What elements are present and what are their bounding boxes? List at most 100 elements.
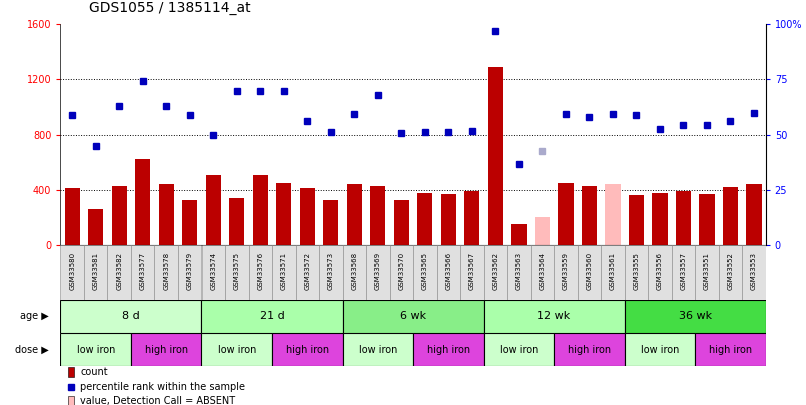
Bar [441, 194, 456, 245]
Text: low iron: low iron [641, 345, 679, 354]
Bar [366, 245, 389, 300]
Bar [559, 183, 574, 245]
Bar [107, 245, 131, 300]
Text: GSM33580: GSM33580 [69, 252, 75, 290]
Bar [413, 245, 437, 300]
Bar [159, 184, 174, 245]
Text: high iron: high iron [144, 345, 188, 354]
Bar [534, 217, 550, 245]
Bar [84, 245, 107, 300]
Bar [178, 245, 202, 300]
Bar [488, 67, 503, 245]
Bar [229, 198, 244, 245]
Bar [723, 187, 738, 245]
Text: 8 d: 8 d [122, 311, 140, 321]
Text: age ▶: age ▶ [20, 311, 48, 321]
Text: GSM33569: GSM33569 [375, 252, 380, 290]
Bar [272, 333, 343, 366]
Bar [530, 245, 554, 300]
Bar [719, 245, 742, 300]
Bar [746, 184, 762, 245]
Text: GSM33577: GSM33577 [139, 252, 146, 290]
Bar [625, 245, 648, 300]
Text: GSM33570: GSM33570 [398, 252, 405, 290]
Bar [582, 186, 597, 245]
Text: GSM33563: GSM33563 [516, 252, 521, 290]
Bar [68, 367, 74, 377]
Text: high iron: high iron [708, 345, 752, 354]
Bar [413, 333, 484, 366]
Text: GSM33553: GSM33553 [751, 252, 757, 290]
Bar [225, 245, 248, 300]
Bar [60, 245, 84, 300]
Bar [300, 188, 315, 245]
Text: GSM33560: GSM33560 [587, 252, 592, 290]
Text: GSM33564: GSM33564 [539, 252, 546, 290]
Bar [675, 191, 691, 245]
Bar [370, 186, 385, 245]
Bar [648, 245, 671, 300]
Bar [202, 300, 343, 333]
Bar [460, 245, 484, 300]
Text: GSM33566: GSM33566 [446, 252, 451, 290]
Bar [272, 245, 296, 300]
Bar [578, 245, 601, 300]
Bar [248, 245, 272, 300]
Text: GSM33573: GSM33573 [328, 252, 334, 290]
Bar [625, 300, 766, 333]
Bar [484, 300, 625, 333]
Bar [343, 245, 366, 300]
Bar [68, 396, 74, 405]
Text: GSM33572: GSM33572 [305, 252, 310, 290]
Bar [135, 160, 151, 245]
Bar [464, 191, 480, 245]
Text: GSM33575: GSM33575 [234, 252, 239, 290]
Text: high iron: high iron [567, 345, 611, 354]
Bar [155, 245, 178, 300]
Bar [347, 184, 362, 245]
Text: GSM33574: GSM33574 [210, 252, 216, 290]
Bar [202, 245, 225, 300]
Bar [554, 333, 625, 366]
Bar [671, 245, 695, 300]
Bar [60, 333, 131, 366]
Bar [507, 245, 530, 300]
Text: 21 d: 21 d [260, 311, 285, 321]
Text: GSM33579: GSM33579 [187, 252, 193, 290]
Bar [601, 245, 625, 300]
Bar [418, 193, 433, 245]
Text: GSM33559: GSM33559 [563, 252, 569, 290]
Bar [60, 300, 201, 333]
Bar [343, 300, 484, 333]
Bar [206, 175, 221, 245]
Text: GSM33567: GSM33567 [469, 252, 475, 290]
Text: GDS1055 / 1385114_at: GDS1055 / 1385114_at [89, 2, 251, 15]
Bar [652, 193, 667, 245]
Bar [742, 245, 766, 300]
Text: percentile rank within the sample: percentile rank within the sample [81, 382, 245, 392]
Bar [700, 194, 715, 245]
Text: GSM33576: GSM33576 [257, 252, 264, 290]
Bar [695, 333, 766, 366]
Bar [319, 245, 343, 300]
Text: GSM33581: GSM33581 [93, 252, 98, 290]
Bar [625, 333, 695, 366]
Bar [389, 245, 413, 300]
Text: GSM33562: GSM33562 [492, 252, 498, 290]
Text: GSM33568: GSM33568 [351, 252, 357, 290]
Bar [437, 245, 460, 300]
Bar [605, 184, 621, 245]
Bar [695, 245, 719, 300]
Bar [484, 333, 554, 366]
Text: GSM33555: GSM33555 [634, 252, 639, 290]
Text: dose ▶: dose ▶ [15, 345, 48, 354]
Text: 12 wk: 12 wk [538, 311, 571, 321]
Bar [393, 200, 409, 245]
Bar [252, 175, 268, 245]
Bar [64, 188, 80, 245]
Bar [88, 209, 103, 245]
Bar [296, 245, 319, 300]
Text: low iron: low iron [77, 345, 115, 354]
Text: GSM33552: GSM33552 [728, 252, 733, 290]
Text: high iron: high iron [426, 345, 470, 354]
